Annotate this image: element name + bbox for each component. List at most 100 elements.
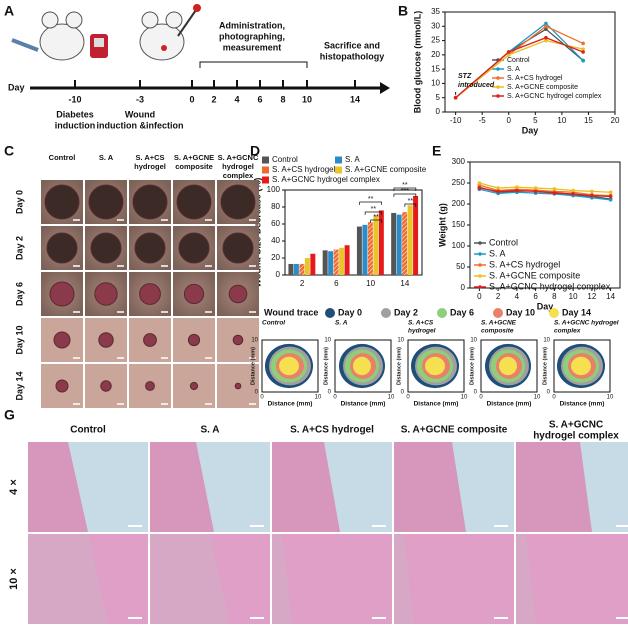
wound xyxy=(100,380,112,392)
tick-label: 0 xyxy=(401,390,405,396)
legend-label: Day 10 xyxy=(506,307,535,317)
tick-label: 0 xyxy=(479,395,483,401)
panel-label: A xyxy=(4,3,14,19)
tick-label: 0 xyxy=(255,390,259,396)
legend-swatch xyxy=(325,308,335,318)
tick-label: 10 xyxy=(470,338,477,344)
tick-label: 0 xyxy=(260,395,264,401)
y-tick-label: 300 xyxy=(452,157,466,166)
tissue xyxy=(404,534,514,624)
day-label: 14 xyxy=(350,94,360,104)
point xyxy=(544,27,548,31)
wound xyxy=(49,281,75,307)
plot-title: S. A xyxy=(335,320,348,327)
y-tick-label: 0 xyxy=(276,270,281,279)
point xyxy=(571,188,575,193)
wound-trace xyxy=(571,356,591,376)
tissue xyxy=(272,442,340,532)
tissue xyxy=(150,442,214,532)
y-tick-label: 20 xyxy=(271,253,280,262)
annotation: STZ xyxy=(458,73,472,80)
point xyxy=(544,24,548,29)
point xyxy=(533,189,538,194)
x-tick-label: -10 xyxy=(450,116,462,125)
day-label: 6 xyxy=(257,94,262,104)
tissue xyxy=(516,442,592,532)
panel-label: G xyxy=(4,407,15,423)
tissue xyxy=(526,534,628,624)
legend-marker xyxy=(478,285,482,289)
legend-label: Day 6 xyxy=(450,307,474,317)
wound xyxy=(55,379,69,393)
panel-label: E xyxy=(432,143,441,159)
point xyxy=(581,47,585,51)
tick-label: 0 xyxy=(552,395,556,401)
sig-bracket xyxy=(393,193,417,197)
point xyxy=(515,185,519,189)
sig-bracket xyxy=(364,211,382,215)
legend-swatch xyxy=(335,166,342,174)
wound xyxy=(46,232,78,264)
legend-marker xyxy=(496,94,500,98)
x-tick-label: 6 xyxy=(533,292,538,301)
x-tick-label: 0 xyxy=(477,292,482,301)
point xyxy=(477,186,482,190)
legend-label: S. A+CS hydrogel xyxy=(272,165,336,174)
tissue xyxy=(210,534,270,624)
day-label: 0 xyxy=(189,94,194,104)
bracket xyxy=(199,61,308,68)
point xyxy=(581,41,585,46)
tick-label: 0 xyxy=(328,390,332,396)
x-tick-label: 2 xyxy=(300,279,305,288)
wound xyxy=(189,381,199,391)
wound xyxy=(183,283,205,305)
column-header: S. A+GCNE xyxy=(174,153,214,162)
x-tick-label: 5 xyxy=(533,116,538,125)
y-tick-label: 35 xyxy=(431,7,440,16)
y-tick-label: 20 xyxy=(431,50,440,59)
y-axis-label: Distance (mm) xyxy=(250,347,256,385)
y-tick-label: 60 xyxy=(271,219,280,228)
legend-marker xyxy=(478,252,482,256)
timeline-arrow xyxy=(380,82,390,94)
legend-label: S. A+GCNC hydrogel complex xyxy=(272,175,380,184)
point xyxy=(496,186,500,190)
point xyxy=(581,58,585,63)
column-header: complex xyxy=(223,171,254,180)
legend-swatch xyxy=(262,176,269,184)
event-label: induction xyxy=(55,120,96,130)
day-label: 10 xyxy=(302,94,312,104)
sig-label: ** xyxy=(402,182,408,189)
wound-trace xyxy=(353,356,371,376)
tick-label: 10 xyxy=(324,338,331,344)
legend-swatch xyxy=(262,166,269,174)
point xyxy=(515,188,519,193)
legend-label: S. A+GCNE composite xyxy=(345,165,427,174)
tick-label: 10 xyxy=(607,395,614,401)
wound-trace xyxy=(499,356,517,376)
y-tick-label: 15 xyxy=(431,64,440,73)
row-label: Day 14 xyxy=(14,371,24,400)
x-axis-label: Distance (mm) xyxy=(414,401,459,408)
y-tick-label: 0 xyxy=(436,107,441,116)
legend-swatch xyxy=(262,156,269,164)
point xyxy=(581,50,585,54)
bar-hatch xyxy=(333,249,339,275)
point xyxy=(552,191,557,195)
y-axis-label: Weight (g) xyxy=(437,203,447,247)
point xyxy=(608,194,613,199)
legend-swatch xyxy=(437,308,447,318)
tick-label: 10 xyxy=(251,338,258,344)
bar xyxy=(391,212,397,275)
bar xyxy=(344,245,350,275)
point xyxy=(544,21,548,26)
column-header: composite xyxy=(175,162,213,171)
panel-label: B xyxy=(398,3,408,19)
plot-title: Control xyxy=(262,320,285,327)
y-tick-label: 0 xyxy=(461,283,466,292)
x-axis-label: Distance (mm) xyxy=(487,401,532,408)
point xyxy=(571,192,575,196)
bar xyxy=(407,205,413,275)
x-axis-label: Distance (mm) xyxy=(268,401,313,408)
event-label: measurement xyxy=(223,42,282,52)
